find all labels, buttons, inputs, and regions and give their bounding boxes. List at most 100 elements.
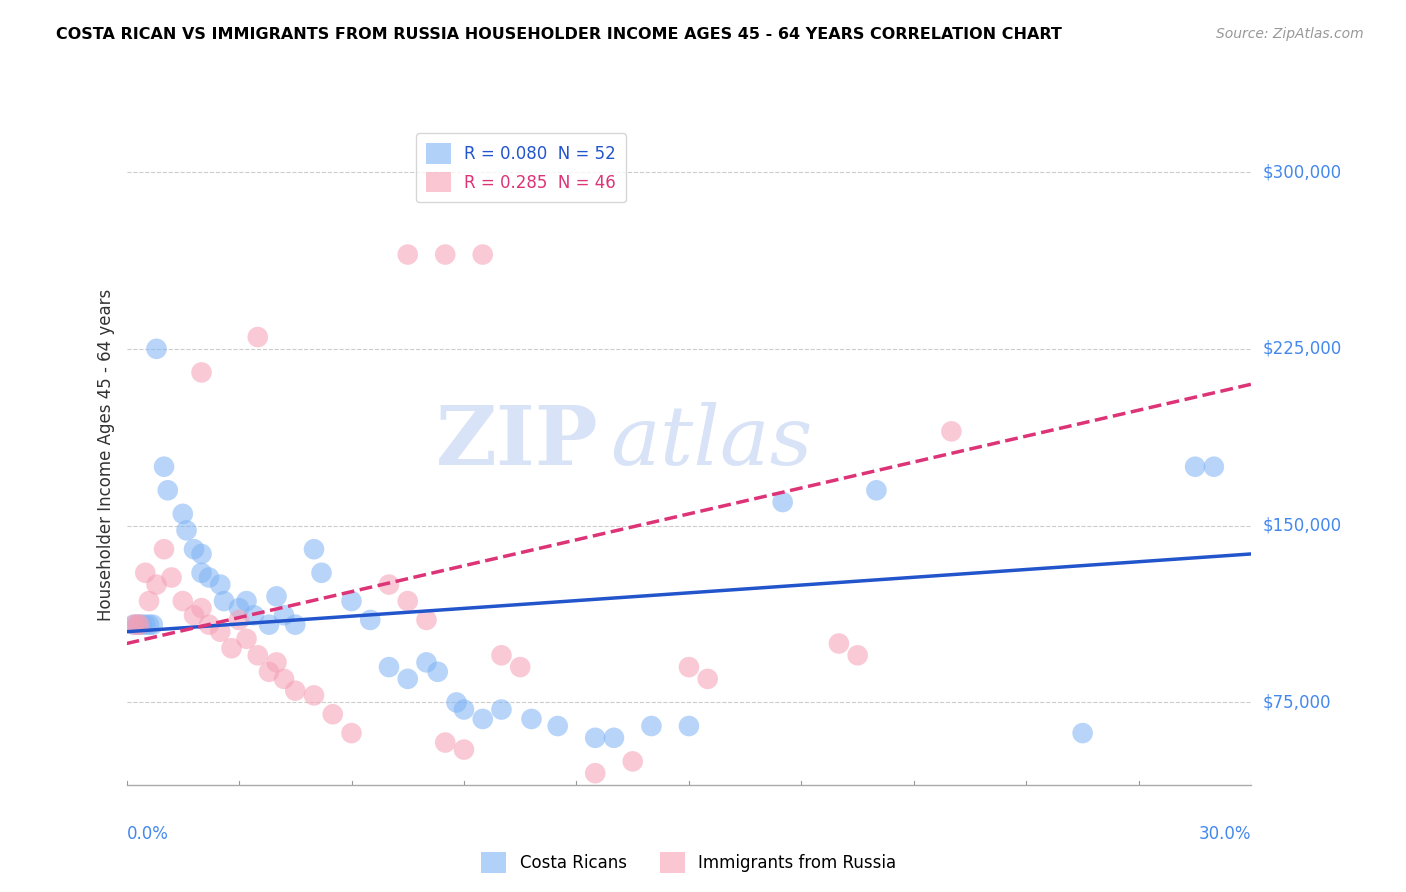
Point — [122, 617, 145, 632]
Point — [1202, 459, 1225, 474]
Point — [865, 483, 887, 498]
Text: $75,000: $75,000 — [1263, 693, 1331, 712]
Text: 30.0%: 30.0% — [1199, 825, 1251, 843]
Point — [134, 566, 156, 580]
Point — [434, 735, 457, 749]
Point — [190, 366, 212, 380]
Point — [434, 247, 457, 261]
Point — [235, 594, 257, 608]
Point — [509, 660, 531, 674]
Point — [183, 542, 205, 557]
Point — [396, 247, 419, 261]
Point — [426, 665, 449, 679]
Point — [491, 648, 513, 663]
Point — [122, 617, 145, 632]
Text: $300,000: $300,000 — [1263, 163, 1341, 181]
Point — [145, 577, 167, 591]
Point — [678, 719, 700, 733]
Point — [176, 524, 198, 538]
Text: COSTA RICAN VS IMMIGRANTS FROM RUSSIA HOUSEHOLDER INCOME AGES 45 - 64 YEARS CORR: COSTA RICAN VS IMMIGRANTS FROM RUSSIA HO… — [56, 27, 1062, 42]
Point — [322, 707, 344, 722]
Point — [153, 459, 176, 474]
Point — [172, 594, 194, 608]
Point — [134, 617, 156, 632]
Point — [846, 648, 869, 663]
Point — [603, 731, 626, 745]
Text: ZIP: ZIP — [436, 401, 599, 482]
Point — [273, 672, 295, 686]
Point — [415, 656, 437, 670]
Y-axis label: Householder Income Ages 45 - 64 years: Householder Income Ages 45 - 64 years — [97, 289, 115, 621]
Point — [415, 613, 437, 627]
Point — [212, 594, 235, 608]
Point — [453, 702, 475, 716]
Point — [378, 577, 401, 591]
Point — [340, 594, 363, 608]
Point — [378, 660, 401, 674]
Point — [266, 656, 288, 670]
Point — [138, 617, 160, 632]
Point — [583, 731, 606, 745]
Point — [396, 672, 419, 686]
Point — [828, 636, 851, 650]
Point — [311, 566, 333, 580]
Point — [302, 689, 325, 703]
Text: atlas: atlas — [610, 401, 813, 482]
Point — [198, 570, 221, 584]
Point — [471, 712, 494, 726]
Point — [127, 617, 149, 632]
Text: Source: ZipAtlas.com: Source: ZipAtlas.com — [1216, 27, 1364, 41]
Point — [209, 624, 232, 639]
Point — [198, 617, 221, 632]
Point — [547, 719, 569, 733]
Point — [246, 330, 269, 344]
Point — [284, 617, 307, 632]
Point — [209, 577, 232, 591]
Point — [160, 570, 183, 584]
Point — [678, 660, 700, 674]
Point — [302, 542, 325, 557]
Point — [446, 696, 468, 710]
Point — [243, 608, 266, 623]
Point — [172, 507, 194, 521]
Point — [142, 617, 165, 632]
Point — [235, 632, 257, 646]
Point — [228, 613, 250, 627]
Point — [696, 672, 718, 686]
Point — [340, 726, 363, 740]
Point — [183, 608, 205, 623]
Point — [228, 601, 250, 615]
Point — [520, 712, 543, 726]
Point — [583, 766, 606, 780]
Point — [145, 342, 167, 356]
Point — [772, 495, 794, 509]
Point — [284, 683, 307, 698]
Point — [131, 617, 153, 632]
Text: 0.0%: 0.0% — [127, 825, 169, 843]
Point — [941, 425, 963, 439]
Point — [153, 542, 176, 557]
Text: $150,000: $150,000 — [1263, 516, 1341, 534]
Point — [190, 547, 212, 561]
Point — [257, 665, 280, 679]
Point — [453, 742, 475, 756]
Point — [138, 594, 160, 608]
Point — [266, 590, 288, 604]
Point — [396, 594, 419, 608]
Point — [190, 566, 212, 580]
Legend: Costa Ricans, Immigrants from Russia: Costa Ricans, Immigrants from Russia — [475, 846, 903, 880]
Point — [246, 648, 269, 663]
Point — [127, 617, 149, 632]
Point — [273, 608, 295, 623]
Point — [257, 617, 280, 632]
Legend: R = 0.080  N = 52, R = 0.285  N = 46: R = 0.080 N = 52, R = 0.285 N = 46 — [416, 133, 626, 202]
Text: $225,000: $225,000 — [1263, 340, 1341, 358]
Point — [190, 601, 212, 615]
Point — [621, 755, 644, 769]
Point — [1071, 726, 1094, 740]
Point — [471, 247, 494, 261]
Point — [359, 613, 381, 627]
Point — [491, 702, 513, 716]
Point — [640, 719, 662, 733]
Point — [221, 641, 243, 656]
